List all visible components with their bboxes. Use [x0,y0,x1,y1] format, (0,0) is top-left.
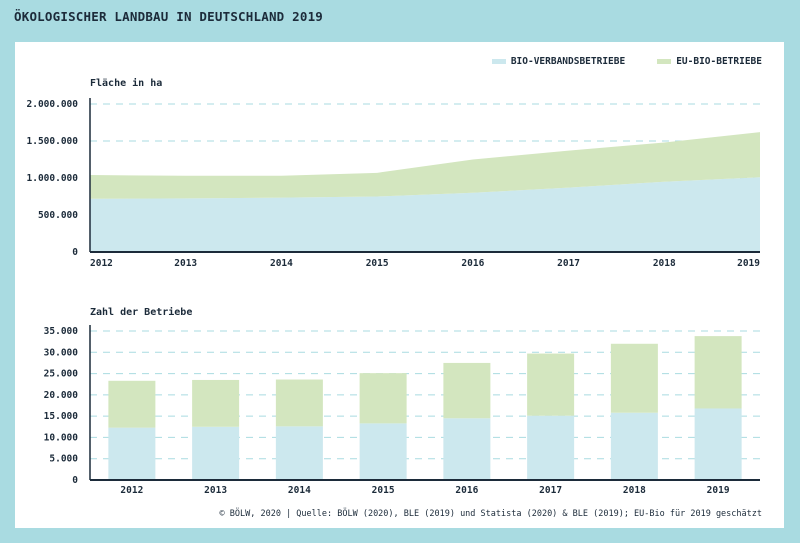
legend-swatch-eu-bio [657,59,672,64]
area-y-tick-label: 1.000.000 [27,173,79,184]
area-x-tick-label: 2019 [737,258,760,269]
area-y-tick-label: 2.000.000 [27,99,79,110]
bar-eu-bio [108,380,156,428]
legend-item-bio-verband: BIO-VERBANDSBETRIEBE [491,56,626,67]
bar-x-tick-label: 2019 [707,485,730,496]
area-series-eu-bio [90,132,760,199]
bar-x-tick-label: 2018 [623,485,646,496]
area-x-tick-label: 2017 [557,258,580,269]
bar-bio-verband [443,418,491,480]
bar-x-tick-label: 2017 [539,485,562,496]
area-x-tick-label: 2014 [270,258,293,269]
legend-item-eu-bio: EU-BIO-BETRIEBE [657,56,762,67]
legend-swatch-bio-verband [491,59,506,64]
legend-label-bio-verband: BIO-VERBANDSBETRIEBE [510,56,626,67]
bar-eu-bio [275,379,323,427]
area-x-tick-label: 2018 [653,258,676,269]
bar-y-tick-label: 35.000 [44,326,79,337]
bar-bio-verband [610,412,658,480]
bar-bio-verband [527,415,575,480]
area-y-tick-label: 0 [72,247,78,258]
page-title: ÖKOLOGISCHER LANDBAU IN DEUTSCHLAND 2019 [14,9,324,24]
area-series-bio-verband [90,177,760,252]
area-chart: 0 500.000 1.000.000 1.500.000 2.000.000 2012 2… [27,98,760,269]
area-y-tick-label: 1.500.000 [27,136,79,147]
bar-eu-bio [610,343,658,413]
bar-bio-verband [359,423,407,480]
bar-y-tick-label: 30.000 [44,347,79,358]
bar-x-tick-label: 2014 [288,485,311,496]
area-x-tick-label: 2012 [90,258,113,269]
bar-bio-verband [275,426,323,480]
bar-x-tick-label: 2012 [120,485,143,496]
bar-bio-verband [694,408,742,480]
legend-label-eu-bio: EU-BIO-BETRIEBE [676,56,762,67]
bar-eu-bio [694,336,742,409]
bar-eu-bio [359,373,407,424]
bar-y-tick-label: 20.000 [44,390,79,401]
bar-y-tick-label: 15.000 [44,411,79,422]
source-note: © BÖLW, 2020 | Quelle: BÖLW (2020), BLE … [219,509,762,519]
area-chart-title: Fläche in ha [90,78,163,89]
bar-y-tick-label: 0 [72,475,78,486]
bar-chart-title: Zahl der Betriebe [90,307,193,318]
bar-x-tick-label: 2013 [204,485,227,496]
bar-x-tick-label: 2016 [455,485,478,496]
bar-y-tick-label: 25.000 [44,369,79,380]
chart-legend: BIO-VERBANDSBETRIEBE EU-BIO-BETRIEBE [491,56,762,67]
bar-eu-bio [192,379,240,427]
area-y-tick-label: 500.000 [38,210,78,221]
bar-bio-verband [192,426,240,480]
bar-y-tick-label: 5.000 [49,454,78,465]
bar-bio-verband [108,427,156,480]
area-x-tick-label: 2016 [461,258,484,269]
bar-eu-bio [527,353,575,416]
bar-x-tick-label: 2015 [372,485,395,496]
area-x-tick-label: 2015 [366,258,389,269]
bar-chart: 0 5.000 10.000 15.000 20.000 25.000 30.000 35.0… [44,325,760,496]
bar-y-tick-label: 10.000 [44,432,79,443]
bar-eu-bio [443,362,491,419]
area-x-tick-label: 2013 [174,258,197,269]
